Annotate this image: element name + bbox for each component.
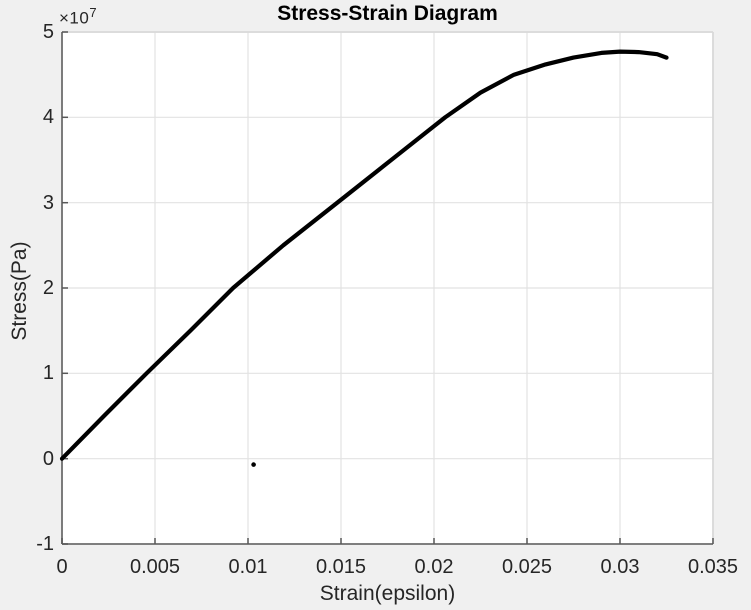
y-tick-label: 3	[42, 192, 54, 214]
y-axis-exponent-multiplier: ×107	[59, 5, 97, 29]
chart-title: Stress-Strain Diagram	[277, 2, 498, 25]
x-tick-label: 0.035	[687, 556, 739, 578]
x-tick-label: 0.03	[600, 556, 640, 578]
outlier-data-point	[251, 462, 256, 467]
x-tick-label: 0.025	[501, 556, 553, 578]
x-tick-label: 0.02	[414, 556, 454, 578]
y-tick-label: 1	[42, 362, 54, 384]
y-axis-multiplier-base: ×10	[59, 8, 90, 28]
y-tick-label: 4	[42, 106, 54, 128]
x-tick-label: 0.01	[228, 556, 268, 578]
y-axis-multiplier-exponent: 7	[89, 5, 98, 20]
y-tick-label: -1	[36, 533, 54, 555]
y-tick-label: 2	[42, 277, 54, 299]
y-tick-label: 5	[42, 21, 54, 43]
x-tick-label: 0.005	[129, 556, 181, 578]
x-axis-label: Strain(epsilon)	[319, 582, 456, 605]
x-tick-label: 0.015	[315, 556, 367, 578]
x-tick-label: 0	[56, 556, 68, 578]
series-stress-strain-curve	[59, 49, 669, 461]
y-tick-label: 0	[42, 448, 54, 470]
